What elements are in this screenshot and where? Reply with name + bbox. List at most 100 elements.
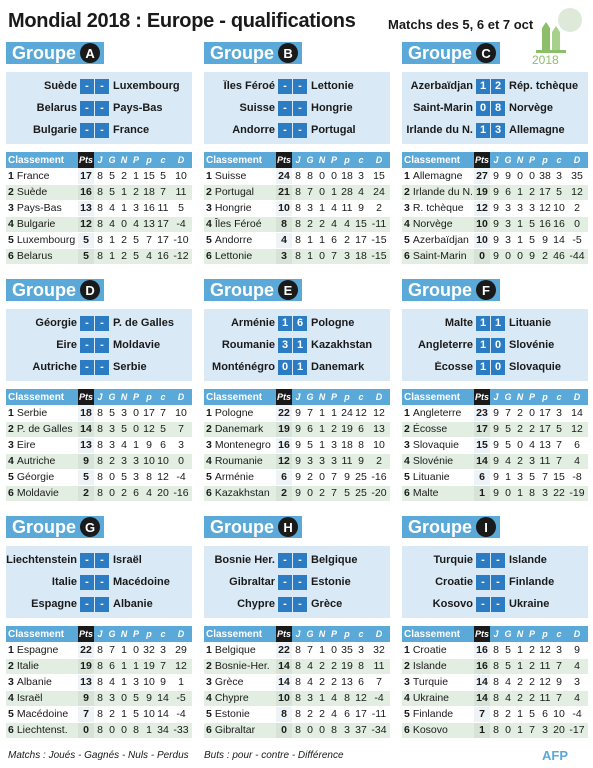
stat-cell: 12 [538,200,552,217]
home-score: - [80,337,94,353]
table-row: 1 France 17 8 5 2 1 15 5 10 [6,168,192,185]
stat-cell: 0 [502,722,514,739]
rank: 6 [404,250,410,262]
stat-cell: 17 [538,421,552,438]
stat-cell: 3 [304,690,316,707]
stat-cell: 1 [130,658,142,675]
team-cell: 6 Moldavie [6,485,78,502]
stat-cell: 3 [130,453,142,470]
table-row: 6 Liechtenst. 0 8 0 0 8 1 34 -33 [6,722,192,739]
stat-cell: 7 [304,184,316,201]
stat-cell: 9 [566,642,588,659]
away-team: Luxembourg [113,80,180,92]
table-row: 3 Montenegro 16 9 5 1 3 18 8 10 [204,437,390,454]
column-header: Pts [474,626,490,642]
rank: 6 [206,250,212,262]
stat-cell: 8 [94,216,106,233]
column-header: c [552,152,566,168]
column-header: Pts [474,389,490,405]
team-name: Pays-Bas [16,202,62,214]
stat-cell: 19 [474,184,490,201]
stat-cell: 9 [142,690,156,707]
table-row: 2 Suède 16 8 5 1 2 18 7 11 [6,184,192,201]
stat-cell: 3 [514,469,526,486]
team-cell: 2 Danemark [204,421,276,438]
stat-cell: 0 [514,248,526,265]
group-c: Groupe C Azerbaïdjan 1 2 Rép. tchèque Saint-Ma… [402,42,588,265]
group-d: Groupe D Géorgie - - P. de Galles Eire - - Moldav… [6,279,192,502]
team-cell: 5 Azerbaïdjan [402,232,474,249]
stat-cell: 14 [276,658,292,675]
away-score: - [491,596,505,612]
team-cell: 4 Slovénie [402,453,474,470]
stat-cell: 5 [552,421,566,438]
stat-cell: 1 [514,184,526,201]
stat-cell: 9 [490,184,502,201]
rank: 4 [8,218,14,230]
group-title: Groupe H [204,516,390,538]
column-header: P [526,626,538,642]
stat-cell: 14 [474,453,490,470]
away-score: 6 [293,315,307,331]
team-cell: 4 Israël [6,690,78,707]
stat-cell: 9 [538,232,552,249]
stat-cell: 17 [538,405,552,422]
rank: 2 [206,186,212,198]
stat-cell: 10 [474,216,490,233]
table-row: 3 Albanie 13 8 4 1 3 10 9 1 [6,674,192,691]
rank: 1 [8,169,14,182]
column-header: G [304,152,316,168]
stat-cell: 17 [354,232,368,249]
group-letter-badge: D [80,280,101,300]
table-row: 4 Bulgarie 12 8 4 0 4 13 17 -4 [6,216,192,233]
fixtures-list: Turquie - - Islande Croatie - - Finlande Kosovo -… [402,546,588,618]
fixture-row: Bosnie Her. - - Belgique [204,549,390,571]
team-name: Ukraine [412,692,450,704]
stat-cell: 0 [130,642,142,659]
fixtures-list: Géorgie - - P. de Galles Eire - - Moldavie Autri… [6,309,192,381]
stat-cell: 1 [514,642,526,659]
stat-cell: 0 [130,405,142,422]
team-name: Belarus [16,250,53,262]
group-letter-badge: A [80,43,101,63]
stat-cell: 1 [130,437,142,454]
header: Mondial 2018 : Europe - qualifications M… [0,0,593,66]
stat-cell: 34 [156,722,170,739]
group-letter: B [278,42,303,64]
stat-cell: 4 [328,216,340,233]
home-score: 1 [476,337,490,353]
home-team: Suisse [239,102,275,114]
stat-cell: 4 [106,216,118,233]
stat-cell: 8 [490,674,502,691]
away-score: - [491,552,505,568]
stat-cell: 2 [514,453,526,470]
team-cell: 2 Islande [402,658,474,675]
stat-cell: 0 [474,248,490,265]
group-letter-badge: F [476,280,497,300]
stat-cell: 5 [340,485,354,502]
stat-cell: 8 [276,216,292,233]
fixtures-list: Arménie 1 6 Pologne Roumanie 3 1 Kazakhstan Mont… [204,309,390,381]
stat-cell: 12 [170,658,192,675]
column-header: P [328,389,340,405]
away-team: Allemagne [509,124,565,136]
team-cell: 2 Suède [6,184,78,201]
stat-cell: 4 [566,453,588,470]
stat-cell: 16 [538,216,552,233]
away-team: Lituanie [509,317,552,329]
stat-cell: 2 [566,200,588,217]
team-cell: 5 Géorgie [6,469,78,486]
rank: 4 [8,455,14,467]
stat-cell: 14 [474,674,490,691]
rank: 3 [8,202,14,214]
column-header: P [130,152,142,168]
stat-cell: 1 [304,232,316,249]
team-name: Lettonie [214,250,253,262]
fixture-row: Chypre - - Grèce [204,593,390,615]
team-name: Slovénie [412,455,454,467]
stat-cell: 2 [514,690,526,707]
stat-cell: 4 [328,690,340,707]
away-team: Albanie [113,598,153,610]
stat-cell: 0 [526,168,538,185]
team-name: Géorgie [16,471,55,483]
